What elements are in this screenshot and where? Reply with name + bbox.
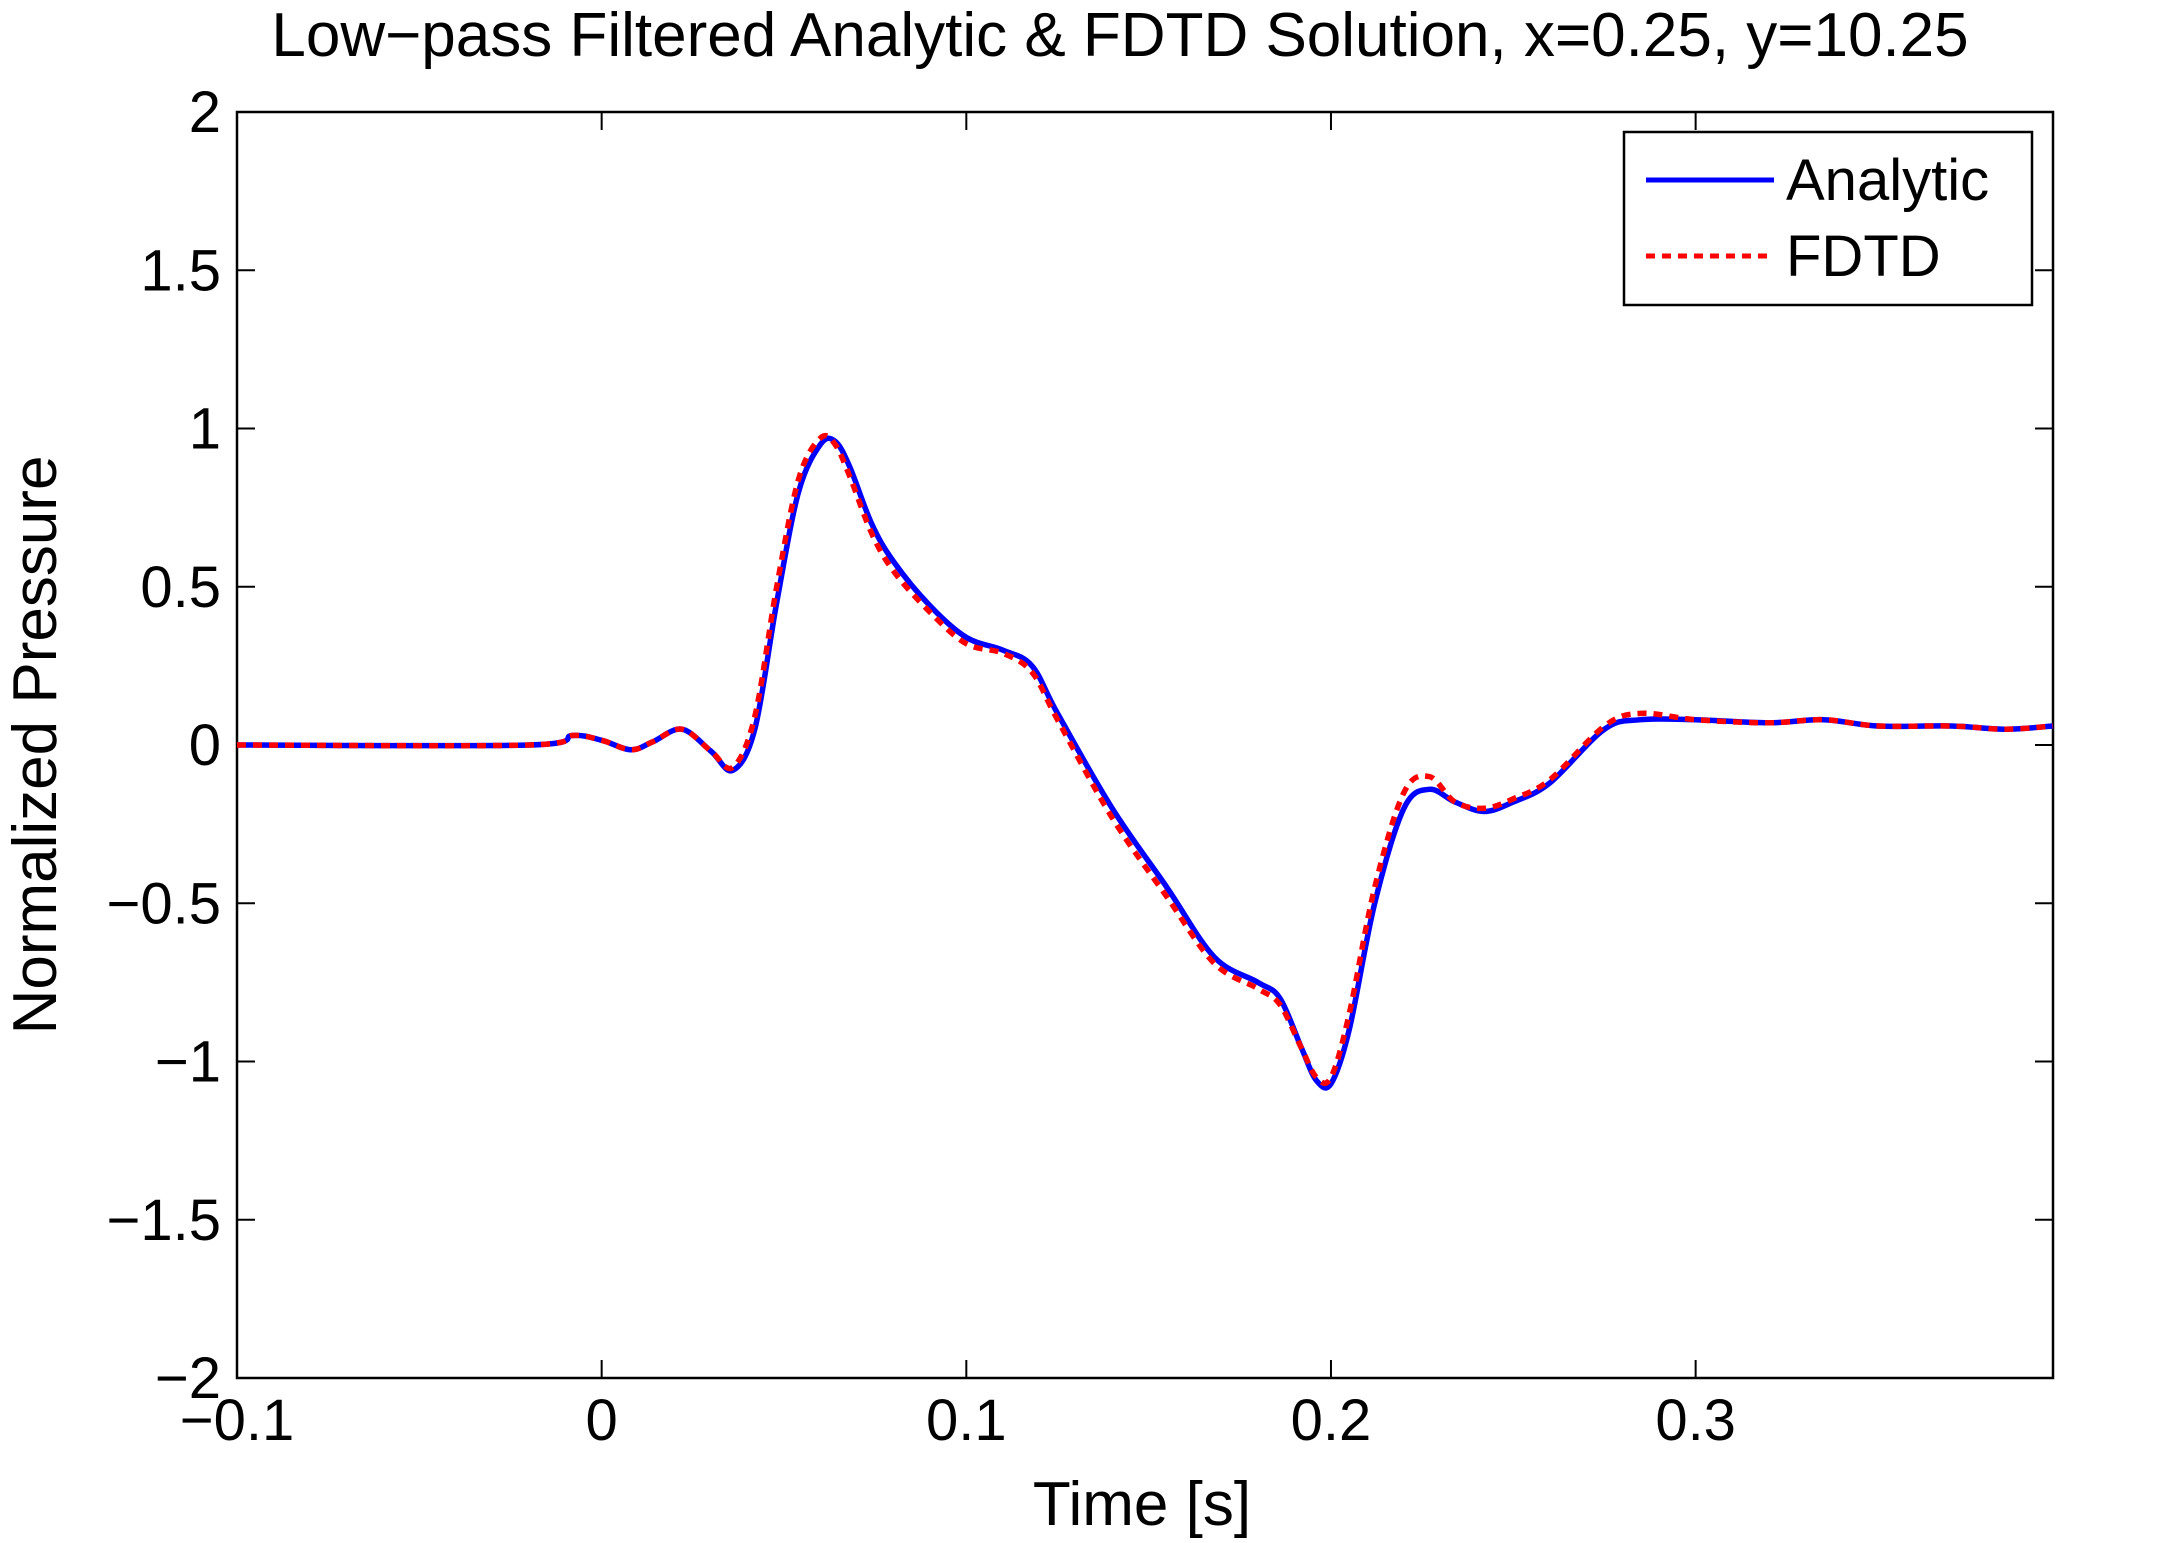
series-line-fdtd xyxy=(236,432,2054,1086)
y-tick-label: −2 xyxy=(155,1346,221,1411)
x-tick-label: 0.2 xyxy=(1291,1388,1372,1453)
legend-label-analytic: Analytic xyxy=(1786,148,1989,213)
y-tick-label: 0 xyxy=(189,713,221,778)
legend-box xyxy=(1622,130,2034,307)
x-tick-label: −0.1 xyxy=(180,1388,295,1453)
legend: Analytic FDTD xyxy=(1622,130,2034,307)
x-tick-label: 0.3 xyxy=(1655,1388,1736,1453)
x-axis-label: Time [s] xyxy=(1033,1470,1251,1539)
y-tick-label: −1.5 xyxy=(107,1188,222,1253)
y-tick-label: 1 xyxy=(189,397,221,462)
chart-title: Low−pass Filtered Analytic & FDTD Soluti… xyxy=(271,1,1968,70)
x-tick-label: 0 xyxy=(586,1388,618,1453)
y-axis-label: Normalized Pressure xyxy=(1,456,70,1035)
series-line-analytic xyxy=(236,435,2054,1091)
y-tick-label: 0.5 xyxy=(140,555,221,620)
y-tick-label: −1 xyxy=(155,1030,221,1095)
y-tick-label: −0.5 xyxy=(107,871,222,936)
x-tick-labels: −0.1 0 0.1 0.2 0.3 xyxy=(180,1388,1736,1453)
legend-label-fdtd: FDTD xyxy=(1786,224,1941,289)
x-tick-label: 0.1 xyxy=(926,1388,1007,1453)
y-tick-label: 2 xyxy=(189,80,221,145)
series-lines xyxy=(236,432,2054,1091)
y-tick-label: 1.5 xyxy=(140,238,221,303)
y-tick-labels: 2 1.5 1 0.5 0 −0.5 −1 −1.5 −2 xyxy=(107,80,222,1411)
